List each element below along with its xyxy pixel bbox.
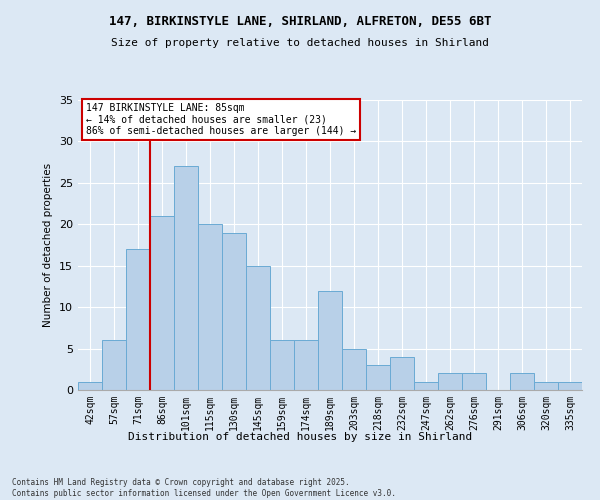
Bar (462, 374, 486, 390)
Text: Contains HM Land Registry data © Crown copyright and database right 2025.
Contai: Contains HM Land Registry data © Crown c… (12, 478, 396, 498)
Bar (174, 166, 198, 390)
Y-axis label: Number of detached properties: Number of detached properties (43, 163, 53, 327)
Bar (102, 340, 126, 390)
Bar (438, 374, 462, 390)
Bar (222, 232, 246, 390)
Bar (342, 348, 366, 390)
Bar (126, 249, 150, 390)
Bar (150, 216, 174, 390)
Bar (414, 382, 438, 390)
Bar (294, 340, 318, 390)
Text: 147 BIRKINSTYLE LANE: 85sqm
← 14% of detached houses are smaller (23)
86% of sem: 147 BIRKINSTYLE LANE: 85sqm ← 14% of det… (86, 103, 356, 136)
Bar (78, 382, 102, 390)
Bar (318, 290, 342, 390)
Bar (366, 365, 390, 390)
Bar (246, 266, 270, 390)
Text: Size of property relative to detached houses in Shirland: Size of property relative to detached ho… (111, 38, 489, 48)
Bar (198, 224, 222, 390)
Bar (558, 382, 582, 390)
Text: 147, BIRKINSTYLE LANE, SHIRLAND, ALFRETON, DE55 6BT: 147, BIRKINSTYLE LANE, SHIRLAND, ALFRETO… (109, 15, 491, 28)
Text: Distribution of detached houses by size in Shirland: Distribution of detached houses by size … (128, 432, 472, 442)
Bar (270, 340, 294, 390)
Bar (534, 382, 558, 390)
Bar (390, 357, 414, 390)
Bar (510, 374, 534, 390)
